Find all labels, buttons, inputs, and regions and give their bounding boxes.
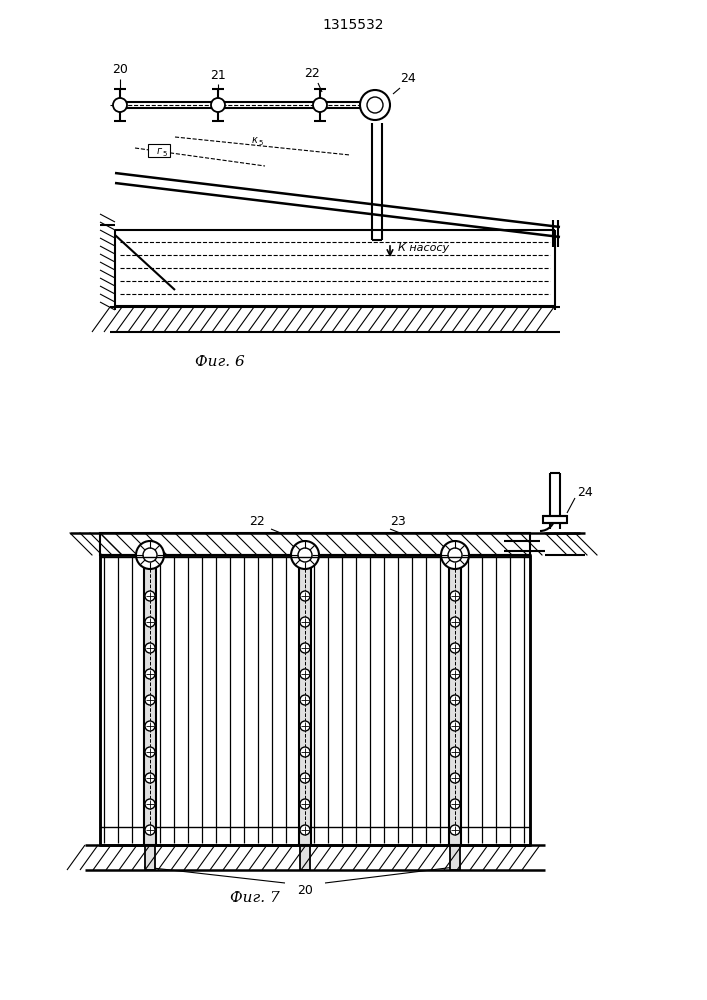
Circle shape [145,617,155,627]
Circle shape [143,548,157,562]
Text: к: к [252,135,258,145]
Circle shape [145,721,155,731]
Bar [299,555,311,845]
Circle shape [448,548,462,562]
Text: 20: 20 [297,884,313,897]
Circle shape [300,747,310,757]
Bar [148,144,170,157]
Text: 24: 24 [577,487,592,499]
Circle shape [450,695,460,705]
Text: 5: 5 [259,140,263,146]
Circle shape [300,617,310,627]
Circle shape [145,591,155,601]
Circle shape [450,799,460,809]
Text: 22: 22 [250,515,265,528]
Circle shape [300,695,310,705]
Bar [100,533,530,555]
Text: 1315532: 1315532 [322,18,384,32]
Text: Фиг. 6: Фиг. 6 [195,355,245,369]
Circle shape [450,617,460,627]
Circle shape [211,98,225,112]
Circle shape [300,591,310,601]
Circle shape [313,98,327,112]
Circle shape [136,541,164,569]
Text: 5: 5 [163,151,167,157]
Circle shape [300,825,310,835]
Text: 20: 20 [112,63,128,76]
Circle shape [300,773,310,783]
Circle shape [450,721,460,731]
Text: 21: 21 [210,69,226,82]
Circle shape [450,669,460,679]
Circle shape [450,591,460,601]
Circle shape [300,721,310,731]
Circle shape [291,541,319,569]
Circle shape [441,541,469,569]
Bar [450,845,460,870]
Text: 24: 24 [400,72,416,85]
Circle shape [145,773,155,783]
Circle shape [300,643,310,653]
Circle shape [145,695,155,705]
Circle shape [298,548,312,562]
Bar [100,555,530,845]
Circle shape [145,643,155,653]
Bar [145,845,155,870]
Circle shape [450,773,460,783]
Bar [144,555,156,845]
Bar [300,845,310,870]
Circle shape [145,825,155,835]
Circle shape [145,669,155,679]
Circle shape [450,747,460,757]
Circle shape [113,98,127,112]
Text: К насосу: К насосу [398,243,449,253]
Circle shape [450,825,460,835]
Circle shape [145,747,155,757]
Bar [543,516,567,523]
Text: 23: 23 [390,515,406,528]
Text: Фиг. 7: Фиг. 7 [230,891,280,905]
Circle shape [145,799,155,809]
Circle shape [300,799,310,809]
Text: 22: 22 [304,67,320,80]
Circle shape [367,97,383,113]
Circle shape [300,669,310,679]
Bar [449,555,461,845]
Circle shape [360,90,390,120]
Text: г: г [156,145,162,155]
Circle shape [450,643,460,653]
